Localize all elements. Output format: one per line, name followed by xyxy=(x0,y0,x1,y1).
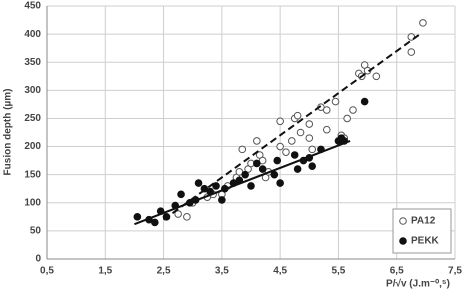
point xyxy=(276,117,284,126)
y-tick-label: 250 xyxy=(24,113,41,124)
point xyxy=(151,218,159,227)
point xyxy=(194,179,203,187)
point xyxy=(305,120,314,128)
point xyxy=(288,137,296,145)
x-tick-label: 3,5 xyxy=(215,266,229,277)
x-tick-label: 0,5 xyxy=(40,266,54,277)
point xyxy=(308,162,317,171)
x-tick-label: 6,5 xyxy=(390,266,404,277)
y-axis-label: Fusion depth (µm) xyxy=(3,89,14,176)
point xyxy=(270,170,279,179)
point xyxy=(282,148,290,156)
x-axis-label: P/√v (J.m⁻⁰,⁵) xyxy=(386,279,450,290)
point xyxy=(322,125,331,134)
y-tick-label: 150 xyxy=(24,169,41,180)
point xyxy=(305,134,314,142)
trend-line xyxy=(162,33,421,221)
point xyxy=(322,106,331,114)
legend-label: PA12 xyxy=(411,216,436,227)
point xyxy=(218,196,226,204)
point xyxy=(177,190,185,199)
point xyxy=(331,97,340,106)
point xyxy=(308,145,317,154)
point xyxy=(253,159,261,168)
x-tick-label: 7,5 xyxy=(448,266,462,277)
x-tick-label: 5,5 xyxy=(331,266,345,277)
x-tick-label: 2,5 xyxy=(157,266,171,277)
x-tick-label: 4,5 xyxy=(273,266,287,277)
point xyxy=(360,97,369,106)
point xyxy=(174,210,182,218)
legend-marker xyxy=(399,237,407,245)
y-tick-label: 0 xyxy=(35,254,41,265)
point xyxy=(241,170,249,179)
legend-box xyxy=(392,208,452,254)
point xyxy=(349,106,357,114)
y-tick-label: 200 xyxy=(24,141,41,152)
trend-line xyxy=(134,140,351,226)
point xyxy=(183,213,191,221)
y-tick-label: 450 xyxy=(24,1,41,12)
point xyxy=(133,213,142,221)
y-tick-label: 300 xyxy=(24,85,41,96)
point xyxy=(247,182,255,190)
y-tick-label: 400 xyxy=(24,29,41,40)
point xyxy=(372,72,381,81)
legend-label: PEKK xyxy=(411,236,440,247)
point xyxy=(296,128,305,137)
point xyxy=(290,151,299,159)
point xyxy=(273,156,282,165)
y-tick-label: 350 xyxy=(24,57,41,68)
point xyxy=(343,114,351,123)
point xyxy=(276,142,284,151)
x-tick-label: 1,5 xyxy=(98,266,112,277)
y-tick-label: 50 xyxy=(30,226,42,237)
point xyxy=(293,165,302,173)
point xyxy=(407,48,416,56)
point xyxy=(293,111,302,120)
point xyxy=(212,182,220,190)
point xyxy=(162,213,171,221)
point xyxy=(419,19,427,27)
point xyxy=(253,137,261,145)
legend-marker xyxy=(399,217,407,225)
y-tick-label: 100 xyxy=(24,197,41,208)
point xyxy=(276,179,284,187)
point xyxy=(238,145,247,154)
point xyxy=(258,165,267,173)
